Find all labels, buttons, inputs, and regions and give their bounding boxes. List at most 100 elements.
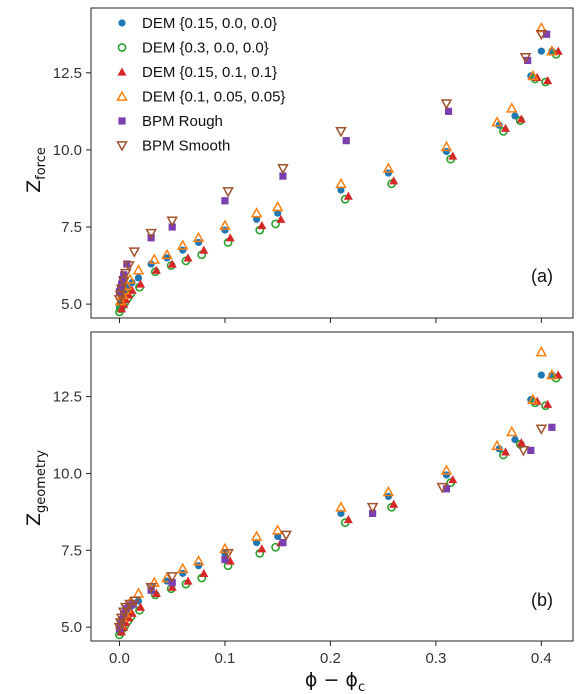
data-point bbox=[537, 371, 545, 379]
data-point bbox=[527, 69, 539, 81]
data-point bbox=[116, 285, 125, 293]
data-point bbox=[136, 602, 146, 611]
data-point bbox=[442, 147, 451, 156]
y-tick-label: 5.0 bbox=[61, 296, 82, 313]
x-tick-label: 0.1 bbox=[215, 650, 236, 667]
data-point bbox=[257, 544, 267, 553]
data-point bbox=[342, 137, 350, 145]
data-point bbox=[548, 423, 556, 431]
data-point bbox=[271, 219, 280, 229]
panel-label-a: (a) bbox=[531, 266, 553, 286]
data-point bbox=[134, 274, 143, 282]
data-point bbox=[440, 464, 453, 475]
data-point bbox=[167, 259, 177, 268]
data-point bbox=[491, 116, 503, 127]
data-point bbox=[444, 107, 453, 115]
data-point bbox=[219, 219, 231, 230]
data-point bbox=[517, 446, 530, 457]
data-point bbox=[506, 102, 518, 113]
legend-label: BPM Smooth bbox=[142, 138, 230, 155]
data-point bbox=[194, 238, 203, 247]
data-point bbox=[516, 438, 526, 447]
data-point bbox=[222, 187, 234, 198]
series-0 bbox=[115, 47, 556, 311]
data-point bbox=[132, 587, 145, 598]
data-point bbox=[382, 485, 395, 497]
data-point bbox=[179, 569, 187, 577]
legend: DEM {0.15, 0.0, 0.0} DEM {0.3, 0.0, 0.0} D… bbox=[116, 15, 285, 155]
series-5 bbox=[113, 29, 548, 306]
data-point bbox=[222, 549, 234, 560]
data-point bbox=[257, 220, 267, 230]
y-axis-label-geometry: Zgeometry bbox=[23, 450, 49, 526]
legend-marker bbox=[116, 141, 128, 152]
data-point bbox=[166, 572, 178, 583]
panel-label-b: (b) bbox=[531, 590, 553, 610]
data-point bbox=[120, 602, 132, 614]
legend-label: DEM {0.15, 0.0, 0.0} bbox=[142, 15, 277, 32]
y-axis-label-force: Zforce bbox=[23, 147, 49, 193]
data-point bbox=[546, 45, 558, 56]
data-point bbox=[115, 613, 128, 624]
data-point bbox=[279, 172, 287, 180]
data-point bbox=[543, 399, 553, 408]
data-point bbox=[440, 99, 453, 110]
legend-item: DEM {0.15, 0.0, 0.0} bbox=[118, 15, 277, 32]
data-point bbox=[511, 112, 519, 120]
data-point bbox=[117, 304, 127, 313]
series-2 bbox=[117, 46, 563, 313]
data-point bbox=[535, 22, 548, 33]
data-point bbox=[123, 260, 131, 268]
data-point bbox=[168, 223, 176, 231]
legend-marker bbox=[117, 43, 127, 52]
data-point bbox=[199, 245, 209, 254]
legend-label: BPM Rough bbox=[142, 113, 223, 130]
data-point bbox=[279, 539, 287, 547]
data-point bbox=[168, 578, 176, 587]
data-point bbox=[183, 576, 193, 585]
data-point bbox=[167, 582, 177, 591]
data-point bbox=[114, 618, 127, 629]
y-tick-label: 12.5 bbox=[53, 65, 82, 82]
data-point bbox=[335, 177, 347, 189]
data-point bbox=[145, 582, 157, 594]
data-point bbox=[123, 261, 135, 272]
plot-frame bbox=[90, 331, 574, 642]
series-2 bbox=[117, 370, 563, 636]
data-point bbox=[115, 625, 124, 633]
data-point bbox=[179, 246, 187, 254]
x-tick-label: 0.0 bbox=[109, 650, 130, 667]
data-point bbox=[148, 253, 161, 264]
data-point bbox=[546, 369, 558, 380]
legend-marker bbox=[117, 67, 127, 76]
data-point bbox=[506, 425, 518, 437]
data-point bbox=[147, 260, 155, 268]
data-point bbox=[129, 596, 142, 608]
y-tick-label: 10.0 bbox=[53, 142, 82, 159]
legend-label: DEM {0.3, 0.0, 0.0} bbox=[142, 40, 269, 57]
data-point bbox=[543, 30, 551, 38]
data-point bbox=[192, 555, 205, 566]
data-point bbox=[151, 588, 161, 597]
x-tick-label: 0.2 bbox=[320, 650, 341, 667]
y-tick-label: 10.0 bbox=[53, 465, 82, 482]
data-point bbox=[535, 424, 548, 435]
plot-frame bbox=[90, 7, 574, 319]
data-point bbox=[527, 393, 539, 404]
data-point bbox=[277, 164, 289, 175]
data-point bbox=[271, 542, 280, 552]
data-point bbox=[524, 56, 532, 65]
data-point bbox=[369, 509, 377, 518]
data-point bbox=[161, 248, 173, 260]
data-point bbox=[225, 233, 235, 242]
data-point bbox=[145, 228, 157, 240]
data-point bbox=[335, 501, 347, 512]
y-tick-label: 7.5 bbox=[61, 542, 82, 559]
data-point bbox=[276, 214, 286, 223]
data-point bbox=[119, 275, 127, 284]
x-tick-label: 0.4 bbox=[531, 650, 552, 667]
data-point bbox=[335, 127, 347, 138]
data-point bbox=[442, 471, 451, 479]
data-point bbox=[343, 515, 353, 524]
